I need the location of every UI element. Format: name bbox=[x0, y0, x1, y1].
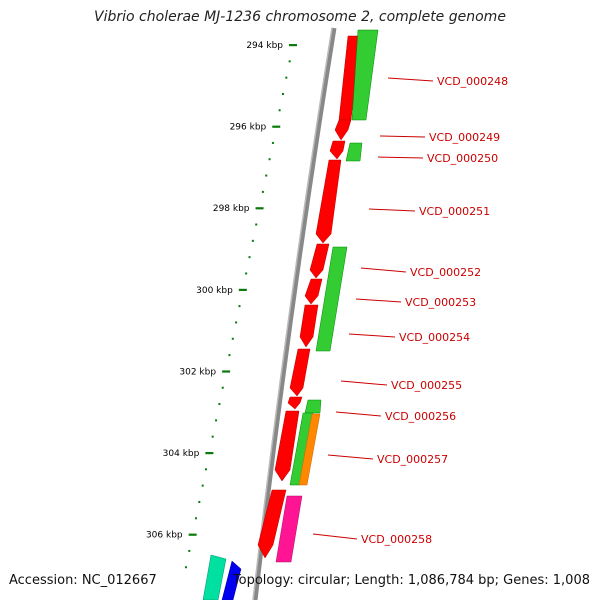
minor-tick bbox=[281, 92, 284, 95]
gene-leader-line bbox=[379, 135, 426, 138]
major-tick bbox=[238, 288, 247, 291]
gene-arrow-forward[interactable] bbox=[287, 396, 303, 410]
backbone-highlight bbox=[252, 27, 333, 600]
gene-arrow-forward[interactable] bbox=[289, 348, 311, 397]
gene-leader-line bbox=[355, 298, 402, 303]
minor-tick bbox=[265, 174, 268, 177]
minor-tick bbox=[278, 109, 281, 112]
minor-tick bbox=[245, 272, 248, 275]
scale-tick-label: 306 kbp bbox=[146, 531, 183, 541]
map-title: Vibrio cholerae MJ-1236 chromosome 2, co… bbox=[94, 9, 506, 25]
gene-arrow-teal[interactable] bbox=[202, 554, 227, 600]
gene-arrow-forward[interactable] bbox=[309, 243, 330, 279]
major-tick bbox=[272, 125, 281, 128]
gene-label[interactable]: VCD_000253 bbox=[405, 296, 476, 309]
major-ticks bbox=[188, 44, 297, 536]
minor-tick bbox=[228, 354, 231, 357]
minor-tick bbox=[288, 60, 291, 63]
minor-tick bbox=[221, 386, 224, 389]
minor-tick bbox=[231, 337, 234, 340]
gene-leader-line bbox=[368, 208, 416, 212]
gene-arrow-reverse[interactable] bbox=[315, 246, 348, 352]
gene-label[interactable]: VCD_000248 bbox=[437, 75, 508, 88]
scale-tick-label: 296 kbp bbox=[230, 123, 267, 133]
major-tick bbox=[222, 370, 231, 373]
minor-tick bbox=[218, 403, 221, 406]
gene-label[interactable]: VCD_000252 bbox=[410, 266, 481, 279]
major-tick bbox=[205, 452, 214, 455]
minor-tick bbox=[235, 321, 238, 324]
gene-label[interactable]: VCD_000256 bbox=[385, 410, 456, 423]
minor-tick bbox=[184, 566, 187, 569]
gene-leader-line bbox=[377, 156, 424, 159]
gene-label[interactable]: VCD_000251 bbox=[419, 205, 490, 218]
minor-tick bbox=[211, 435, 214, 438]
minor-ticks bbox=[184, 60, 291, 569]
gene-arrow-reverse[interactable] bbox=[304, 399, 322, 414]
scale-tick-label: 294 kbp bbox=[246, 41, 283, 51]
gene-leader-line bbox=[340, 380, 388, 386]
gene-leader-line bbox=[335, 411, 382, 417]
gene-arrow-forward[interactable] bbox=[304, 278, 323, 305]
gene-leader-line bbox=[327, 454, 374, 460]
gene-label[interactable]: VCD_000258 bbox=[361, 533, 432, 546]
minor-tick bbox=[238, 305, 241, 308]
gene-arrow-forward[interactable] bbox=[334, 119, 352, 141]
minor-tick bbox=[215, 419, 218, 422]
minor-tick bbox=[261, 190, 264, 193]
gene-leader-line bbox=[387, 77, 434, 82]
scale-labels: 294 kbp 296 kbp 298 kbp 300 kbp 302 kbp 304 k… bbox=[146, 41, 283, 541]
genome-summary: Topology: circular; Length: 1,086,784 bp… bbox=[232, 573, 590, 588]
gene-arrow-forward[interactable] bbox=[329, 140, 346, 160]
gene-arrow-forward[interactable] bbox=[257, 489, 287, 559]
gene-arrow-reverse[interactable] bbox=[345, 142, 363, 162]
gene-leader-line bbox=[348, 333, 396, 338]
gene-arrow-orange[interactable] bbox=[298, 413, 321, 486]
gene-arrow-blue[interactable] bbox=[221, 560, 242, 600]
minor-tick bbox=[201, 484, 204, 487]
scale-tick-label: 304 kbp bbox=[163, 449, 200, 459]
genes-track bbox=[202, 29, 379, 600]
gene-arrow-magenta[interactable] bbox=[275, 495, 303, 563]
gene-label[interactable]: VCD_000250 bbox=[427, 152, 498, 165]
accession-label: Accession: NC_012667 bbox=[9, 573, 157, 588]
minor-tick bbox=[194, 517, 197, 520]
minor-tick bbox=[268, 158, 271, 161]
major-tick bbox=[188, 533, 197, 536]
minor-tick bbox=[255, 223, 258, 226]
gene-leader-line bbox=[360, 267, 407, 273]
chromosome-backbone bbox=[252, 27, 337, 600]
gene-arrow-forward[interactable] bbox=[315, 159, 342, 244]
minor-tick bbox=[205, 468, 208, 471]
scale-tick-label: 300 kbp bbox=[196, 286, 233, 296]
minor-tick bbox=[248, 256, 251, 259]
gene-labels: VCD_000248 VCD_000249 VCD_000250 VCD_000251… bbox=[312, 75, 508, 546]
gene-arrow-forward[interactable] bbox=[274, 410, 300, 482]
scale-tick-label: 302 kbp bbox=[179, 367, 216, 377]
minor-tick bbox=[285, 76, 288, 79]
minor-tick bbox=[251, 239, 254, 242]
gene-arrow-reverse[interactable] bbox=[351, 29, 379, 121]
gene-label[interactable]: VCD_000249 bbox=[429, 131, 500, 144]
minor-tick bbox=[271, 141, 274, 144]
gene-arrow-forward[interactable] bbox=[299, 304, 319, 348]
gene-label[interactable]: VCD_000255 bbox=[391, 379, 462, 392]
gene-label[interactable]: VCD_000254 bbox=[399, 331, 470, 344]
minor-tick bbox=[188, 549, 191, 552]
gene-label[interactable]: VCD_000257 bbox=[377, 453, 448, 466]
major-tick bbox=[289, 44, 297, 47]
minor-tick bbox=[198, 500, 201, 503]
scale-tick-label: 298 kbp bbox=[213, 204, 250, 214]
major-tick bbox=[255, 207, 264, 210]
gene-leader-line bbox=[312, 533, 358, 540]
